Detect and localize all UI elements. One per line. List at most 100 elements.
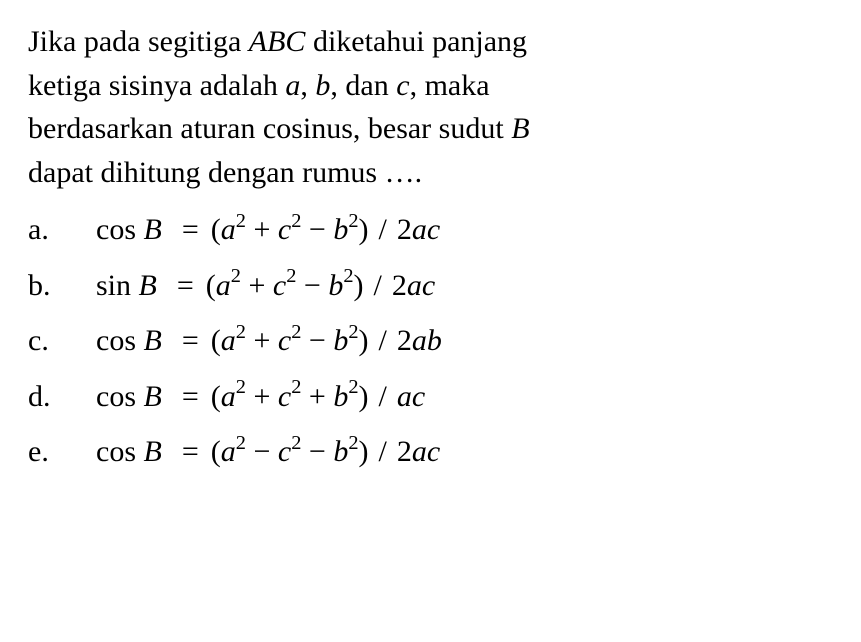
denom-var: a bbox=[412, 435, 427, 468]
option-formula: cos B = (a2 + c2 − b2) / 2ac bbox=[96, 208, 440, 252]
option-formula: sin B = (a2 + c2 − b2) / 2ac bbox=[96, 264, 435, 308]
term-var: c bbox=[273, 269, 286, 302]
option-formula: cos B = (a2 − c2 − b2) / 2ac bbox=[96, 430, 440, 474]
denom-var: c bbox=[412, 380, 425, 413]
option-a: a. cos B = (a2 + c2 − b2) / 2ac bbox=[28, 208, 833, 252]
term-exp: 2 bbox=[348, 321, 358, 343]
option-letter: e. bbox=[28, 430, 96, 474]
option-letter: d. bbox=[28, 375, 96, 419]
denominator: 2ac bbox=[392, 264, 435, 308]
equals-sign: = bbox=[182, 319, 199, 363]
q-text-1b: diketahui panjang bbox=[305, 25, 527, 58]
numerator: (a2 + c2 − b2) bbox=[206, 264, 364, 308]
slash: / bbox=[379, 319, 387, 363]
term-var: a bbox=[221, 213, 236, 246]
denom-coef: 2 bbox=[392, 269, 407, 302]
close-paren: ) bbox=[359, 213, 369, 246]
func-var: B bbox=[139, 269, 157, 302]
op: − bbox=[304, 269, 321, 302]
q-var-a: a bbox=[285, 69, 300, 102]
term-var: c bbox=[278, 213, 291, 246]
slash: / bbox=[379, 430, 387, 474]
denom-coef: 2 bbox=[397, 213, 412, 246]
option-d: d. cos B = (a2 + c2 + b2) / ac bbox=[28, 375, 833, 419]
term-exp: 2 bbox=[236, 210, 246, 232]
open-paren: ( bbox=[211, 324, 221, 357]
term-exp: 2 bbox=[291, 432, 301, 454]
q-text-3a: berdasarkan aturan cosinus, besar sudut bbox=[28, 112, 511, 145]
func-name: cos bbox=[96, 435, 136, 468]
close-paren: ) bbox=[359, 435, 369, 468]
term-exp: 2 bbox=[348, 432, 358, 454]
op: − bbox=[309, 324, 326, 357]
denom-var: a bbox=[412, 213, 427, 246]
op: + bbox=[253, 380, 270, 413]
q-var-b: b bbox=[315, 69, 330, 102]
term-exp: 2 bbox=[236, 376, 246, 398]
close-paren: ) bbox=[359, 380, 369, 413]
term-exp: 2 bbox=[343, 265, 353, 287]
func-name: sin bbox=[96, 269, 131, 302]
q-var-c: c bbox=[396, 69, 409, 102]
q-comma-2: , dan bbox=[330, 69, 396, 102]
term-var: b bbox=[328, 269, 343, 302]
term-var: a bbox=[221, 380, 236, 413]
func-var: B bbox=[144, 324, 162, 357]
denominator: ac bbox=[397, 375, 425, 419]
question-text: Jika pada segitiga ABC diketahui panjang… bbox=[28, 20, 833, 194]
option-c: c. cos B = (a2 + c2 − b2) / 2ab bbox=[28, 319, 833, 363]
term-exp: 2 bbox=[291, 376, 301, 398]
option-formula: cos B = (a2 + c2 − b2) / 2ab bbox=[96, 319, 442, 363]
slash: / bbox=[374, 264, 382, 308]
term-var: a bbox=[216, 269, 231, 302]
q-text-1: Jika pada segitiga bbox=[28, 25, 249, 58]
slash: / bbox=[379, 375, 387, 419]
option-e: e. cos B = (a2 − c2 − b2) / 2ac bbox=[28, 430, 833, 474]
numerator: (a2 + c2 + b2) bbox=[211, 375, 369, 419]
options-list: a. cos B = (a2 + c2 − b2) / 2ac b. sin B… bbox=[28, 208, 833, 474]
term-exp: 2 bbox=[286, 265, 296, 287]
option-letter: a. bbox=[28, 208, 96, 252]
op: + bbox=[248, 269, 265, 302]
slash: / bbox=[379, 208, 387, 252]
q-angle: B bbox=[511, 112, 529, 145]
func-name: cos bbox=[96, 380, 136, 413]
denom-var: c bbox=[422, 269, 435, 302]
term-exp: 2 bbox=[236, 432, 246, 454]
open-paren: ( bbox=[206, 269, 216, 302]
term-exp: 2 bbox=[291, 321, 301, 343]
op: + bbox=[253, 213, 270, 246]
close-paren: ) bbox=[354, 269, 364, 302]
term-exp: 2 bbox=[348, 376, 358, 398]
term-var: a bbox=[221, 324, 236, 357]
denom-var: a bbox=[412, 324, 427, 357]
denom-var: c bbox=[427, 435, 440, 468]
option-formula: cos B = (a2 + c2 + b2) / ac bbox=[96, 375, 425, 419]
term-exp: 2 bbox=[231, 265, 241, 287]
term-exp: 2 bbox=[236, 321, 246, 343]
func-var: B bbox=[144, 380, 162, 413]
option-letter: b. bbox=[28, 264, 96, 308]
denominator: 2ac bbox=[397, 208, 440, 252]
denom-var: a bbox=[407, 269, 422, 302]
denominator: 2ac bbox=[397, 430, 440, 474]
op: + bbox=[253, 324, 270, 357]
term-var: c bbox=[278, 380, 291, 413]
equals-sign: = bbox=[177, 264, 194, 308]
equals-sign: = bbox=[182, 208, 199, 252]
func-var: B bbox=[144, 213, 162, 246]
term-exp: 2 bbox=[348, 210, 358, 232]
op: + bbox=[309, 380, 326, 413]
denom-coef: 2 bbox=[397, 435, 412, 468]
q-text-2b: , maka bbox=[410, 69, 490, 102]
op: − bbox=[309, 435, 326, 468]
q-triangle: ABC bbox=[249, 25, 306, 58]
func-name: cos bbox=[96, 324, 136, 357]
equals-sign: = bbox=[182, 430, 199, 474]
numerator: (a2 + c2 − b2) bbox=[211, 208, 369, 252]
term-var: b bbox=[333, 213, 348, 246]
term-var: a bbox=[221, 435, 236, 468]
option-letter: c. bbox=[28, 319, 96, 363]
open-paren: ( bbox=[211, 435, 221, 468]
denom-var: b bbox=[427, 324, 442, 357]
